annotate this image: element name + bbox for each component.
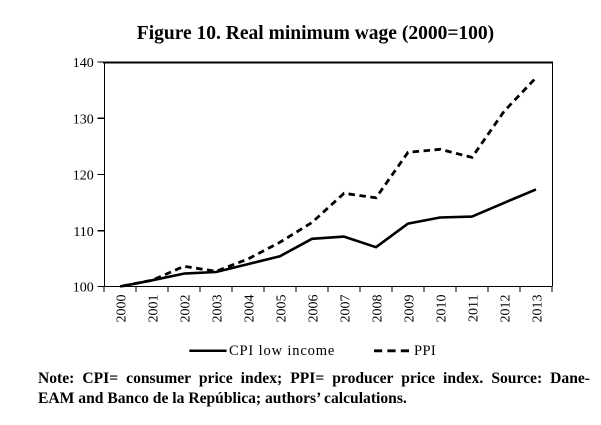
svg-text:2011: 2011	[467, 295, 482, 322]
svg-text:130: 130	[73, 112, 94, 127]
svg-text:2001: 2001	[147, 295, 162, 323]
svg-text:2002: 2002	[179, 295, 194, 323]
svg-text:2007: 2007	[339, 295, 354, 323]
svg-text:2006: 2006	[307, 295, 322, 323]
svg-text:140: 140	[73, 56, 94, 71]
svg-text:120: 120	[73, 169, 94, 184]
svg-text:2012: 2012	[499, 295, 514, 323]
svg-text:110: 110	[73, 225, 93, 240]
svg-text:2009: 2009	[403, 295, 418, 323]
svg-text:2004: 2004	[243, 295, 258, 323]
svg-text:2008: 2008	[371, 295, 386, 323]
svg-text:2000: 2000	[115, 295, 130, 323]
svg-text:2010: 2010	[435, 295, 450, 323]
svg-text:100: 100	[73, 280, 94, 295]
svg-text:2005: 2005	[275, 295, 290, 323]
svg-text:CPI low income: CPI low income	[229, 343, 335, 359]
svg-text:2003: 2003	[211, 295, 226, 323]
svg-text:PPI: PPI	[414, 343, 436, 359]
svg-text:2013: 2013	[531, 295, 546, 323]
